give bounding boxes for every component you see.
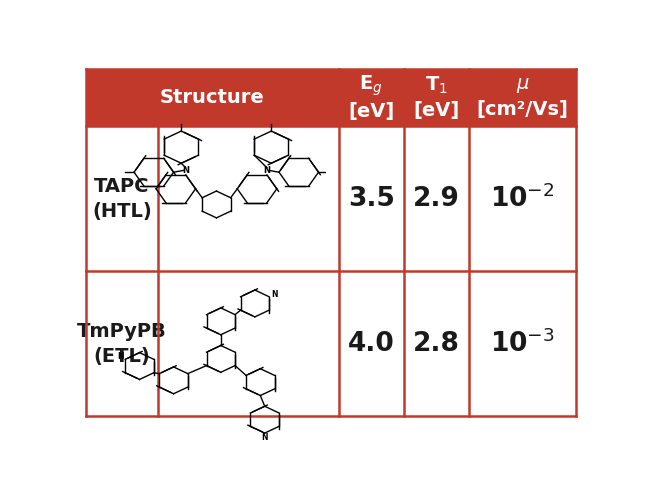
Text: 2.9: 2.9 — [413, 185, 460, 212]
Text: N: N — [117, 352, 123, 361]
Text: 4.0: 4.0 — [348, 331, 395, 357]
Bar — [86, 69, 576, 126]
Bar — [86, 126, 576, 416]
Text: N: N — [271, 290, 277, 299]
Text: N: N — [262, 433, 268, 442]
Text: N: N — [264, 166, 271, 175]
Text: 2.8: 2.8 — [413, 331, 460, 357]
Text: E$_g$
[eV]: E$_g$ [eV] — [348, 73, 394, 121]
Text: TmPyPB
(ETL): TmPyPB (ETL) — [77, 322, 167, 366]
Text: N: N — [182, 166, 189, 175]
Text: 3.5: 3.5 — [348, 185, 395, 212]
Text: 10$^{-2}$: 10$^{-2}$ — [490, 184, 555, 213]
Text: 10$^{-3}$: 10$^{-3}$ — [490, 329, 555, 358]
Text: Structure: Structure — [160, 88, 265, 107]
Text: T$_1$
[eV]: T$_1$ [eV] — [413, 75, 459, 120]
Text: $\mu$
[cm²/Vs]: $\mu$ [cm²/Vs] — [477, 76, 568, 119]
Text: TAPC
(HTL): TAPC (HTL) — [92, 177, 152, 220]
